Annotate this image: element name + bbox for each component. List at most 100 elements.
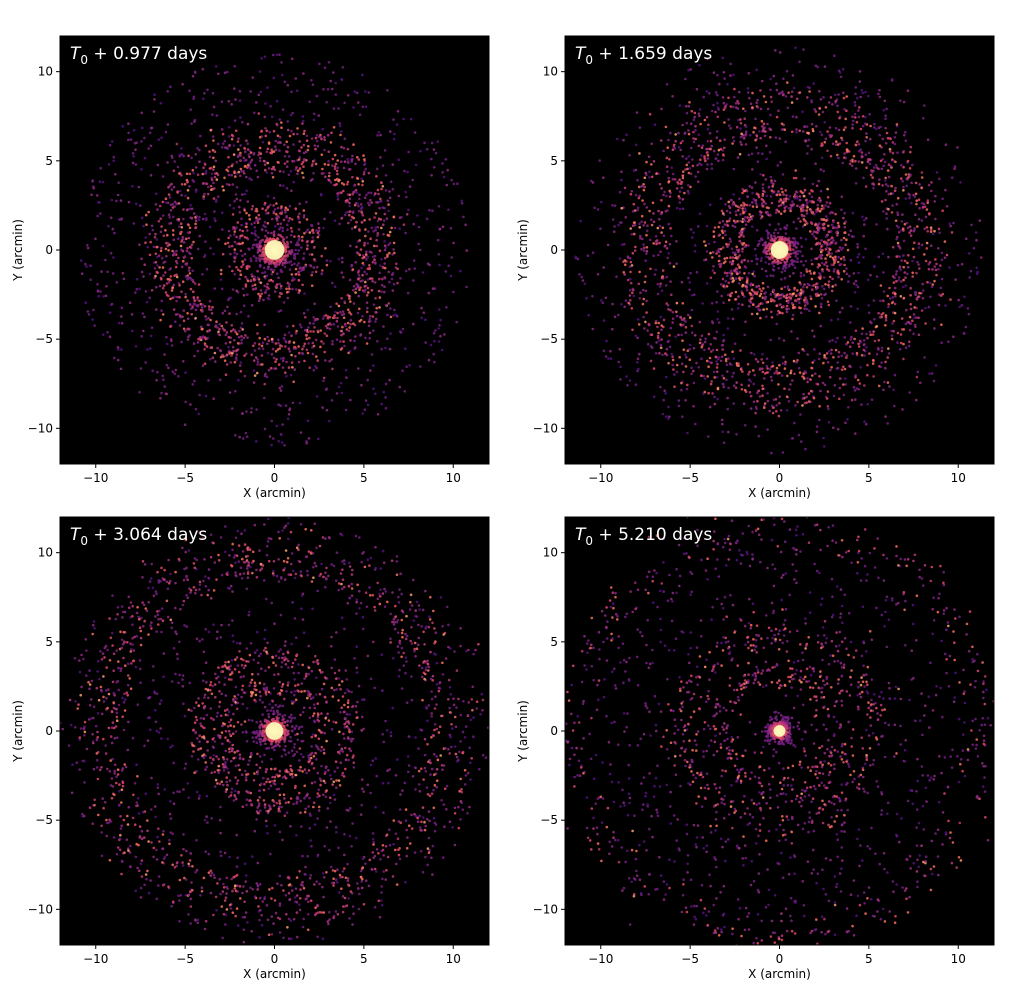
scatter-point bbox=[267, 339, 271, 343]
scatter-point bbox=[893, 373, 897, 377]
scatter-point bbox=[721, 382, 725, 386]
scatter-point bbox=[265, 236, 269, 240]
scatter-point bbox=[706, 127, 710, 131]
scatter-point bbox=[139, 204, 142, 207]
scatter-point bbox=[268, 261, 271, 264]
scatter-point bbox=[875, 352, 879, 356]
scatter-point bbox=[342, 183, 346, 186]
scatter-point bbox=[701, 302, 704, 305]
scatter-point bbox=[182, 208, 185, 211]
scatter-point bbox=[842, 365, 845, 369]
scatter-point bbox=[758, 287, 762, 291]
scatter-point bbox=[921, 282, 924, 286]
scatter-point bbox=[358, 239, 362, 242]
scatter-point bbox=[720, 294, 723, 298]
scatter-point bbox=[258, 70, 262, 73]
scatter-point bbox=[727, 298, 731, 302]
scatter-point bbox=[372, 303, 376, 307]
scatter-point bbox=[760, 256, 763, 260]
scatter-point bbox=[917, 246, 921, 249]
scatter-point bbox=[180, 183, 184, 186]
scatter-point bbox=[662, 398, 665, 402]
scatter-point bbox=[245, 352, 248, 356]
scatter-point bbox=[357, 278, 360, 281]
scatter-point bbox=[336, 192, 339, 195]
scatter-point bbox=[688, 316, 692, 319]
scatter-point bbox=[243, 374, 247, 378]
scatter-point bbox=[165, 282, 169, 285]
scatter-point bbox=[835, 299, 838, 303]
scatter-point bbox=[752, 382, 756, 386]
scatter-point bbox=[747, 91, 750, 94]
scatter-point bbox=[217, 72, 220, 76]
scatter-point bbox=[849, 338, 853, 341]
scatter-point bbox=[706, 153, 710, 157]
scatter-point bbox=[661, 412, 665, 416]
scatter-point bbox=[374, 226, 377, 229]
scatter-point bbox=[866, 336, 869, 340]
scatter-point bbox=[292, 324, 295, 328]
scatter-point bbox=[604, 296, 608, 300]
scatter-point bbox=[917, 198, 921, 201]
scatter-point bbox=[185, 208, 189, 212]
scatter-point bbox=[785, 310, 789, 314]
scatter-point bbox=[884, 314, 888, 317]
scatter-point bbox=[907, 344, 911, 348]
scatter-point bbox=[670, 166, 673, 169]
scatter-point bbox=[221, 211, 224, 214]
scatter-point bbox=[833, 54, 836, 57]
scatter-point bbox=[755, 205, 759, 209]
scatter-point bbox=[310, 223, 313, 227]
scatter-point bbox=[827, 350, 831, 353]
scatter-point bbox=[342, 340, 345, 343]
scatter-point bbox=[717, 250, 721, 254]
scatter-point bbox=[719, 247, 723, 251]
scatter-point bbox=[370, 201, 373, 204]
scatter-point bbox=[361, 214, 365, 217]
scatter-point bbox=[344, 322, 347, 326]
scatter-point bbox=[928, 281, 932, 285]
scatter-point bbox=[384, 303, 388, 307]
scatter-point bbox=[654, 319, 658, 323]
scatter-point bbox=[604, 355, 608, 358]
scatter-point bbox=[277, 263, 281, 266]
scatter-point bbox=[934, 364, 938, 367]
scatter-point bbox=[805, 125, 809, 128]
scatter-point bbox=[628, 294, 632, 297]
scatter-point bbox=[253, 349, 257, 352]
scatter-point bbox=[812, 284, 816, 287]
scatter-point bbox=[734, 277, 738, 280]
scatter-point bbox=[875, 223, 878, 226]
scatter-point bbox=[626, 384, 629, 387]
scatter-point bbox=[211, 91, 215, 95]
scatter-point bbox=[400, 216, 403, 219]
scatter-point bbox=[108, 143, 112, 147]
scatter-point bbox=[211, 356, 215, 360]
scatter-point bbox=[304, 150, 308, 154]
scatter-point bbox=[811, 361, 814, 364]
scatter-point bbox=[802, 264, 805, 267]
scatter-point bbox=[617, 360, 621, 364]
scatter-point bbox=[636, 357, 640, 361]
scatter-point bbox=[297, 249, 301, 252]
scatter-point bbox=[190, 243, 194, 246]
scatter-point bbox=[781, 362, 785, 365]
scatter-point bbox=[726, 224, 730, 227]
scatter-point bbox=[865, 166, 868, 169]
scatter-point bbox=[120, 322, 124, 325]
scatter-point bbox=[367, 171, 371, 175]
scatter-point bbox=[803, 177, 806, 180]
scatter-point bbox=[208, 150, 211, 153]
scatter-point bbox=[828, 242, 832, 246]
scatter-point bbox=[742, 402, 746, 406]
scatter-point bbox=[782, 339, 786, 342]
x-tick-label: 10 bbox=[446, 471, 461, 485]
scatter-point bbox=[260, 228, 264, 232]
scatter-point bbox=[872, 166, 876, 169]
scatter-point bbox=[198, 160, 201, 163]
scatter-point bbox=[388, 347, 392, 351]
scatter-point bbox=[884, 324, 887, 327]
scatter-point bbox=[263, 55, 267, 58]
scatter-point bbox=[346, 210, 350, 214]
x-tick-label: −5 bbox=[176, 471, 194, 485]
